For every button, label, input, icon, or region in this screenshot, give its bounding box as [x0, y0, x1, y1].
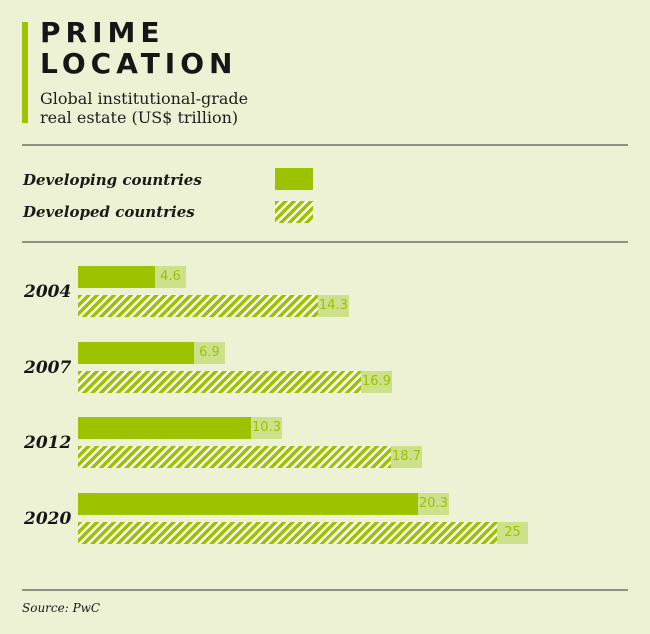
bar-developing-2020 — [78, 492, 418, 515]
legend-swatch-developing — [275, 168, 313, 190]
bar-developed-2012 — [78, 446, 391, 468]
legend-label-developing: Developing countries — [23, 171, 202, 189]
year-label-2004: 2004 — [24, 282, 72, 302]
value-label-developed-2004: 14.3 — [318, 295, 349, 317]
bar-developed-2007 — [78, 370, 361, 393]
divider-middle — [22, 241, 628, 243]
title-line-1: PRIME — [40, 16, 165, 49]
value-label-developing-2007: 6.9 — [194, 341, 225, 364]
title-line-2: LOCATION — [40, 47, 238, 80]
chart-title: PRIME LOCATION — [40, 17, 237, 79]
value-label-developing-2004: 4.6 — [155, 266, 186, 288]
divider-bottom — [22, 589, 628, 591]
chart-subtitle: Global institutional-grade real estate (… — [40, 89, 340, 127]
year-label-2007: 2007 — [24, 357, 72, 378]
year-label-2012: 2012 — [24, 433, 72, 453]
value-label-developed-2020: 25 — [497, 521, 528, 544]
subtitle-line-1: Global institutional-grade — [40, 89, 249, 108]
source-note: Source: PwC — [22, 601, 101, 615]
bar-developing-2012 — [78, 417, 251, 439]
subtitle-line-2: real estate (US$ trillion) — [40, 108, 239, 127]
legend-label-developed: Developed countries — [23, 203, 195, 221]
bar-developing-2007 — [78, 341, 194, 364]
year-label-2020: 2020 — [24, 508, 72, 529]
value-label-developed-2007: 16.9 — [361, 370, 392, 393]
bar-developed-2020 — [78, 521, 497, 544]
value-label-developed-2012: 18.7 — [391, 446, 422, 468]
value-label-developing-2020: 20.3 — [418, 492, 449, 515]
legend-swatch-developed — [275, 201, 313, 223]
title-accent-bar — [22, 22, 28, 123]
divider-top — [22, 144, 628, 146]
value-label-developing-2012: 10.3 — [251, 417, 282, 439]
bar-developing-2004 — [78, 266, 155, 288]
bar-developed-2004 — [78, 295, 318, 317]
